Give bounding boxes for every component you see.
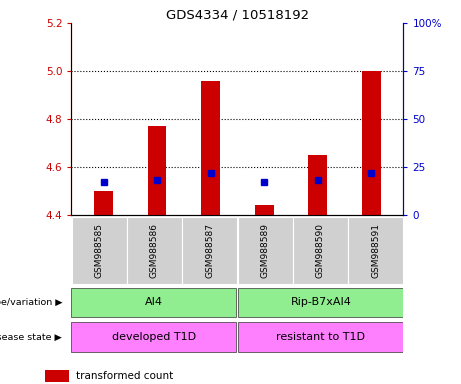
Bar (148, 126, 166, 215)
Bar (127, 217, 182, 284)
Text: transformed count: transformed count (76, 371, 173, 381)
Text: GSM988585: GSM988585 (95, 223, 104, 278)
Bar (362, 71, 381, 215)
Text: Rip-B7xAI4: Rip-B7xAI4 (290, 297, 351, 308)
Text: GSM988591: GSM988591 (371, 223, 380, 278)
Bar (201, 81, 220, 215)
Bar (182, 217, 237, 284)
Bar (293, 217, 348, 284)
Bar (255, 205, 273, 215)
Text: GSM988589: GSM988589 (260, 223, 270, 278)
Bar (71, 288, 236, 317)
Bar (71, 322, 236, 352)
Text: developed T1D: developed T1D (112, 332, 196, 342)
Bar (237, 217, 293, 284)
Bar (94, 191, 113, 215)
Text: GSM988587: GSM988587 (205, 223, 214, 278)
Text: GSM988586: GSM988586 (150, 223, 159, 278)
Bar (45, 370, 69, 382)
Bar (238, 322, 403, 352)
Text: genotype/variation ▶: genotype/variation ▶ (0, 298, 62, 307)
Text: resistant to T1D: resistant to T1D (277, 332, 366, 342)
Bar (71, 217, 127, 284)
Bar (348, 217, 403, 284)
Text: GSM988590: GSM988590 (316, 223, 325, 278)
Bar (308, 155, 327, 215)
Bar (238, 288, 403, 317)
Text: AI4: AI4 (145, 297, 163, 308)
Title: GDS4334 / 10518192: GDS4334 / 10518192 (166, 9, 309, 22)
Text: disease state ▶: disease state ▶ (0, 333, 62, 341)
